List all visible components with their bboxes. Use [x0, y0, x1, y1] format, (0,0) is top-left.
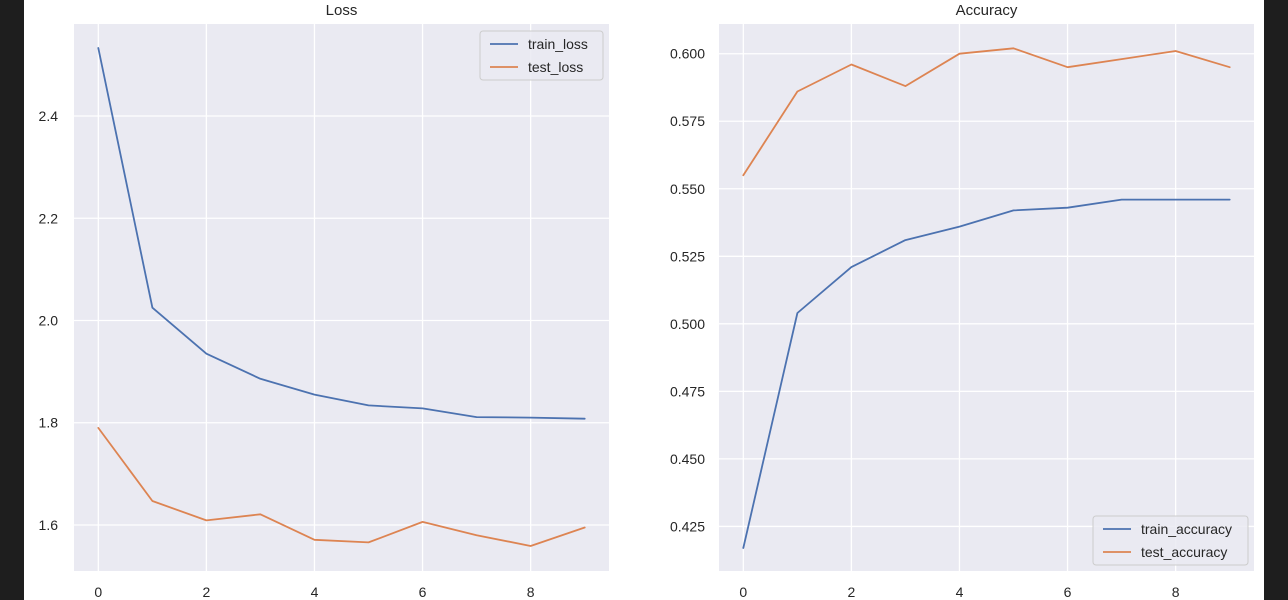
y-tick-label: 0.525 — [670, 248, 705, 264]
x-tick-label: 8 — [527, 584, 535, 600]
x-tick-label: 0 — [739, 584, 747, 600]
y-tick-label: 2.0 — [39, 313, 59, 329]
left-window-border — [0, 0, 24, 600]
y-tick-label: 0.600 — [670, 46, 705, 62]
series-line-train_loss — [97, 47, 586, 420]
legend-label: test_loss — [528, 59, 583, 75]
y-tick-label: 1.8 — [39, 415, 59, 431]
y-tick-label: 0.450 — [670, 451, 705, 467]
y-tick-label: 0.550 — [670, 181, 705, 197]
chart-panel-loss: 0 2 4 6 8 1.6 1.8 2.0 2.2 2.4 Loss train_loss test_l… — [39, 2, 609, 600]
chart-title: Accuracy — [956, 2, 1018, 19]
legend-label: train_loss — [528, 36, 588, 52]
series-line-train_accuracy — [742, 198, 1231, 549]
y-tick-label: 0.575 — [670, 113, 705, 129]
chart-title: Loss — [326, 2, 358, 19]
series-line-test_loss — [97, 426, 586, 547]
x-tick-label: 4 — [956, 584, 964, 600]
y-tick-label: 2.4 — [39, 108, 59, 124]
legend: train_accuracy test_accuracy — [1092, 515, 1249, 566]
y-tick-label: 0.475 — [670, 383, 705, 399]
y-tick-label: 0.500 — [670, 316, 705, 332]
plot-area — [74, 24, 609, 571]
plot-area — [719, 24, 1254, 571]
x-tick-label: 6 — [1064, 584, 1072, 600]
y-tick-label: 0.425 — [670, 518, 705, 534]
x-tick-label: 6 — [419, 584, 427, 600]
chart-panel-accuracy: 0 2 4 6 8 0.425 0.450 0.475 0.500 0.525 0.550 0.575… — [670, 2, 1254, 600]
y-tick-label: 1.6 — [39, 517, 59, 533]
y-tick-label: 2.2 — [39, 210, 59, 226]
x-tick-label: 0 — [94, 584, 102, 600]
right-window-border — [1264, 0, 1288, 600]
x-tick-label: 2 — [848, 584, 856, 600]
legend-box — [1092, 515, 1249, 566]
x-tick-label: 2 — [203, 584, 211, 600]
x-tick-label: 8 — [1172, 584, 1180, 600]
legend-label: test_accuracy — [1141, 544, 1227, 560]
legend-label: train_accuracy — [1141, 521, 1232, 537]
x-tick-label: 4 — [311, 584, 319, 600]
legend: train_loss test_loss — [479, 30, 604, 81]
series-line-test_accuracy — [742, 47, 1231, 177]
